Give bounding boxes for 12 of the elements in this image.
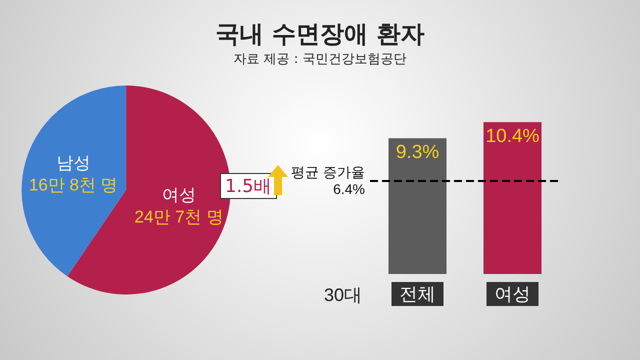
text: 자료 제공 : 국민건강보험공단 — [232, 51, 408, 68]
x-axis-title: 30대 — [324, 285, 362, 305]
text: 1.5배 — [220, 173, 277, 199]
text: 16만 8천 명 — [28, 175, 118, 194]
slice-label: 여성 — [162, 186, 196, 205]
ref-line-label: 평균 증가율 6.4% — [291, 164, 365, 198]
x-tick-label: 전체 — [400, 284, 436, 304]
slice-label: 남성 — [56, 153, 90, 172]
data-label: 10.4% — [486, 126, 540, 148]
text: 국내 수면장애 환자 — [214, 19, 426, 50]
text: 24만 7천 명 — [134, 208, 224, 227]
data-label: 9.3% — [396, 142, 440, 164]
